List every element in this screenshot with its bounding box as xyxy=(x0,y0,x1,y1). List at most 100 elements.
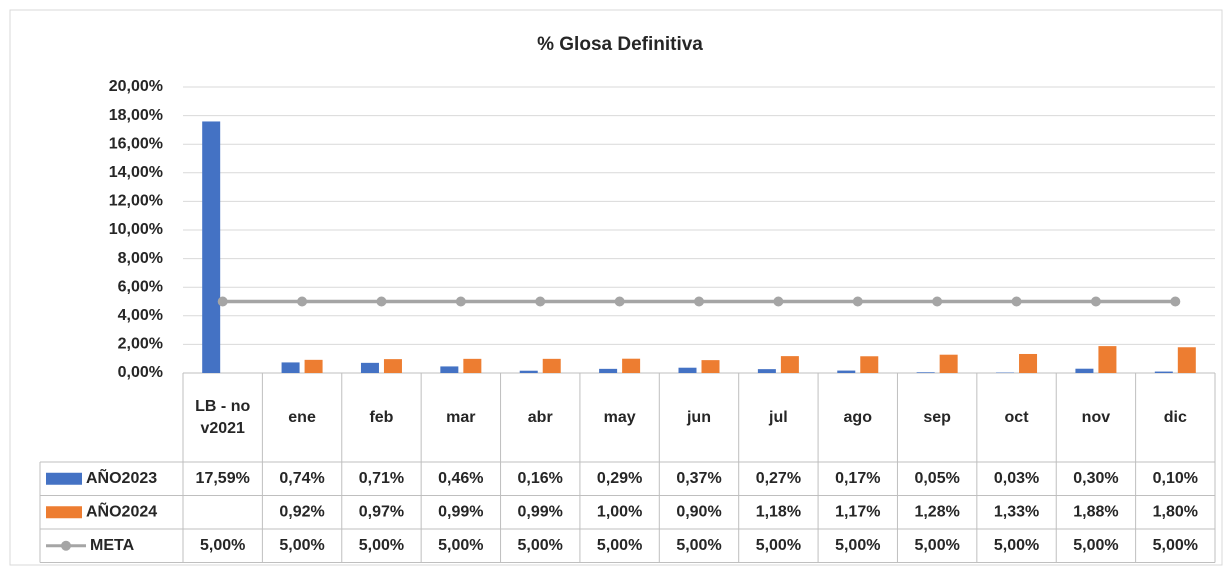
y-tick-label: 18,00% xyxy=(109,107,163,124)
x-tick-label: mar xyxy=(446,408,476,426)
table-value: 5,00% xyxy=(279,537,324,554)
table-value: 0,16% xyxy=(518,470,563,487)
table-value: 0,37% xyxy=(676,470,721,487)
legend-label: AÑO2024 xyxy=(86,500,157,520)
bar xyxy=(757,369,776,373)
x-tick-label-box: jul xyxy=(769,408,788,426)
line-marker xyxy=(852,296,863,307)
table-value: 5,00% xyxy=(1153,537,1198,554)
table-value: 0,10% xyxy=(1153,470,1198,487)
y-tick-label: 14,00% xyxy=(109,164,163,181)
table-value: 5,00% xyxy=(597,537,642,554)
table-value: 5,00% xyxy=(518,537,563,554)
table-value: 0,99% xyxy=(438,503,483,520)
line-marker xyxy=(1170,296,1181,307)
x-tick-label: dic xyxy=(1163,408,1187,426)
table-value: 0,17% xyxy=(835,470,880,487)
x-tick-label: feb xyxy=(369,408,394,426)
table-value: 0,71% xyxy=(359,470,404,487)
line-marker xyxy=(297,296,308,307)
bar xyxy=(383,359,402,373)
table-value: 0,29% xyxy=(597,470,642,487)
x-tick-label: ago xyxy=(843,408,872,426)
table-value: 0,97% xyxy=(359,503,404,520)
table-value: 0,46% xyxy=(438,470,483,487)
x-tick-label-box: abr xyxy=(527,408,553,426)
line-marker xyxy=(217,296,228,307)
x-tick-label-box: sep xyxy=(923,408,951,426)
bar xyxy=(678,367,697,373)
x-tick-label: ene xyxy=(288,408,316,426)
x-tick-label: may xyxy=(603,408,636,426)
legend-label: AÑO2023 xyxy=(86,467,157,487)
table-value: 5,00% xyxy=(1073,537,1118,554)
bar xyxy=(1154,371,1173,373)
line-marker xyxy=(614,296,625,307)
table-value: 5,00% xyxy=(200,537,245,554)
chart-title: % Glosa Definitiva xyxy=(537,34,703,55)
legend-key xyxy=(46,472,82,485)
x-tick-label: abr xyxy=(527,408,553,426)
table-value: 17,59% xyxy=(196,470,250,487)
bar xyxy=(837,370,856,373)
table-value: 1,88% xyxy=(1073,503,1118,520)
x-tick-label-box: feb xyxy=(369,408,394,426)
bar xyxy=(1075,368,1094,373)
bar xyxy=(202,121,221,373)
table-value: 1,33% xyxy=(994,503,1039,520)
line-marker xyxy=(535,296,546,307)
bar xyxy=(599,368,618,373)
x-tick-label-box: ene xyxy=(288,408,316,426)
y-tick-label: 16,00% xyxy=(109,135,163,152)
bar xyxy=(860,356,879,373)
table-value: 1,80% xyxy=(1153,503,1198,520)
bar xyxy=(519,370,538,373)
line-marker xyxy=(455,296,466,307)
x-tick-label: jul xyxy=(769,408,788,426)
legend-key xyxy=(61,540,71,551)
x-tick-label-box: ago xyxy=(843,408,872,426)
bar xyxy=(542,358,561,373)
x-tick-label: nov xyxy=(1081,408,1111,426)
table-value: 0,74% xyxy=(279,470,324,487)
bar xyxy=(701,360,720,373)
y-tick-label: 10,00% xyxy=(109,221,163,238)
line-marker xyxy=(1011,296,1022,307)
bar xyxy=(939,354,958,373)
table-value: 5,00% xyxy=(914,537,959,554)
x-tick-label-box: may xyxy=(603,408,636,426)
y-tick-label: 6,00% xyxy=(118,278,163,295)
x-tick-label-box: nov xyxy=(1081,408,1111,426)
line-marker xyxy=(1090,296,1101,307)
x-tick-label: jun xyxy=(686,408,711,426)
table-value: 5,00% xyxy=(835,537,880,554)
table-value: 1,18% xyxy=(756,503,801,520)
line-marker xyxy=(773,296,784,307)
table-value: 0,05% xyxy=(914,470,959,487)
table-value: 5,00% xyxy=(676,537,721,554)
table-value: 0,03% xyxy=(994,470,1039,487)
bar xyxy=(916,372,935,373)
table-value: 5,00% xyxy=(756,537,801,554)
line-marker xyxy=(932,296,943,307)
x-tick-label-box: oct xyxy=(1005,409,1029,426)
table-value: 0,99% xyxy=(518,503,563,520)
line-marker xyxy=(694,296,704,307)
bar xyxy=(1019,353,1038,373)
table-value: 0,27% xyxy=(756,470,801,487)
y-tick-label: 20,00% xyxy=(109,78,163,95)
y-tick-label: 2,00% xyxy=(118,336,163,353)
legend-label: META xyxy=(90,537,135,554)
bar xyxy=(622,358,641,373)
bar xyxy=(1177,347,1196,373)
bar xyxy=(360,362,379,373)
x-tick-label-box: mar xyxy=(446,408,476,426)
bar xyxy=(780,356,799,373)
y-tick-label: 4,00% xyxy=(118,307,163,324)
table-value: 5,00% xyxy=(994,537,1039,554)
bar xyxy=(440,366,459,373)
x-tick-label: sep xyxy=(923,408,951,426)
table-value: 0,90% xyxy=(676,503,721,520)
bar xyxy=(463,358,482,373)
